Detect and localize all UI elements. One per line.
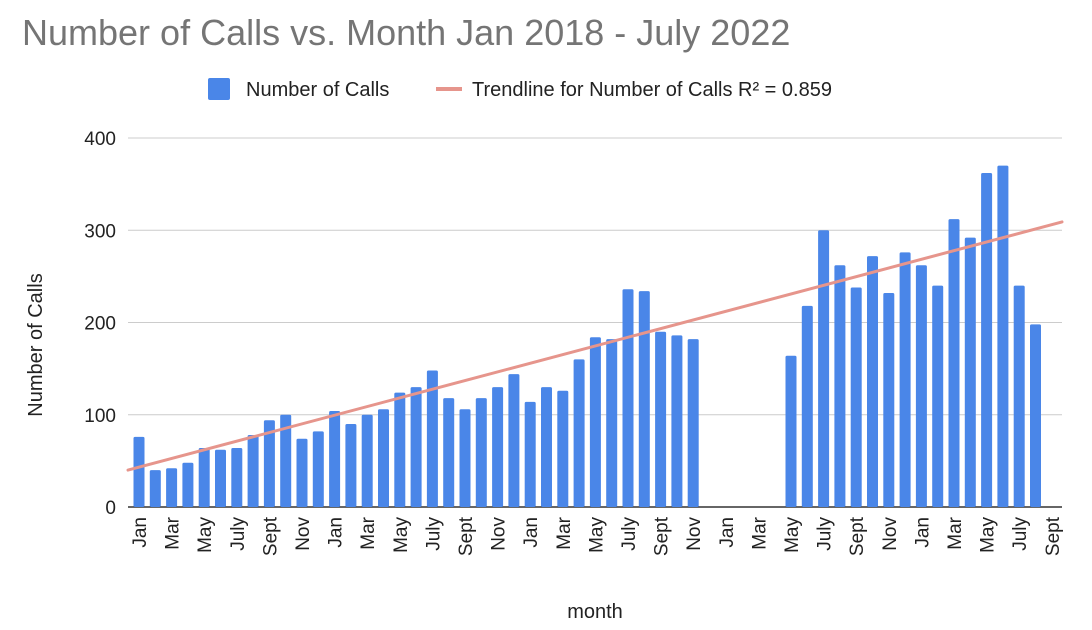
bar [867,256,878,507]
bar [801,305,813,507]
bar [687,339,699,507]
bar [166,468,178,507]
bar [312,431,324,507]
bar [622,289,634,507]
bars [133,165,1041,508]
y-axis-ticks: 0 100 200 300 400 [84,129,116,519]
bar [1013,285,1025,507]
bar [508,374,520,507]
x-tick-label: Nov [293,517,314,551]
x-tick-label: May [586,517,607,553]
bar [573,359,585,507]
y-tick-label: 200 [84,314,116,335]
bar [524,401,536,507]
bar [361,414,373,507]
bar [198,447,210,507]
x-tick-label: May [978,517,999,553]
x-tick-label: Jan [521,517,542,548]
x-tick-label: Mar [749,516,770,549]
x-tick-label: July [619,517,640,551]
bar [378,409,389,507]
bar [329,411,341,507]
bar [410,387,422,507]
x-tick-label: Nov [684,517,705,551]
bar [149,470,161,507]
trendline-group [126,220,1064,472]
y-tick-label: 0 [105,498,116,519]
bar [915,265,927,507]
bar [997,165,1009,508]
x-tick-label: Sept [456,516,477,556]
bar [231,447,243,507]
x-tick-label: July [423,517,444,551]
legend-swatch-calls [208,78,230,100]
x-tick-label: Mar [358,516,379,549]
bar [492,387,504,507]
bar [557,390,569,507]
bar [655,331,667,507]
bar [443,398,455,507]
x-tick-label: Nov [489,517,510,551]
bar [948,219,960,507]
x-tick-label: Mar [945,516,966,549]
x-axis-ticks: Jan Mar May July Sept Nov Jan Mar May July Sept Nov… [130,516,1064,556]
bar [296,438,308,507]
bar [834,265,846,507]
x-tick-label: Mar [554,516,575,549]
legend-label-calls: Number of Calls [246,79,389,101]
x-tick-label: Mar [163,516,184,549]
bar [263,420,275,507]
bar [671,335,683,507]
bar [345,423,357,507]
x-tick-label: Sept [1043,516,1064,556]
bar [541,387,552,507]
x-tick-label: Jan [326,517,347,548]
x-tick-label: Jan [717,517,738,548]
bar [280,414,292,507]
x-tick-label: Jan [130,517,151,548]
bar [247,435,259,507]
y-tick-label: 300 [84,221,116,242]
bar [883,292,895,507]
legend-label-trendline: Trendline for Number of Calls R² = 0.859 [472,79,832,101]
x-tick-label: July [1010,517,1031,551]
bar [964,237,976,507]
bar [182,462,194,507]
x-tick-label: July [815,517,836,551]
bar [215,449,226,507]
bar [785,355,797,507]
x-tick-label: Sept [260,516,281,556]
y-tick-label: 100 [84,406,116,427]
bar [818,230,830,507]
x-tick-label: July [228,517,249,551]
bar [981,173,993,507]
x-axis-title: month [567,601,623,623]
x-tick-label: May [391,517,412,553]
bar [394,392,406,507]
y-tick-label: 400 [84,129,116,150]
legend: Number of Calls Trendline for Number of … [208,78,832,101]
x-tick-label: May [782,517,803,553]
x-tick-label: Nov [880,517,901,551]
bar [1030,324,1041,507]
bar [133,436,145,507]
bar [899,252,911,507]
bar [589,337,601,507]
y-axis-title: Number of Calls [25,273,47,416]
bar [475,398,487,507]
x-tick-label: Jan [912,517,933,548]
x-tick-label: Sept [652,516,673,556]
bar [850,287,862,507]
bar [932,285,944,507]
chart-title: Number of Calls vs. Month Jan 2018 - Jul… [22,12,790,53]
bar [606,339,618,507]
bar [638,291,650,507]
x-tick-label: Sept [847,516,868,556]
bar [426,370,438,507]
trendline [126,220,1064,472]
bar [459,409,471,507]
x-tick-label: May [195,517,216,553]
